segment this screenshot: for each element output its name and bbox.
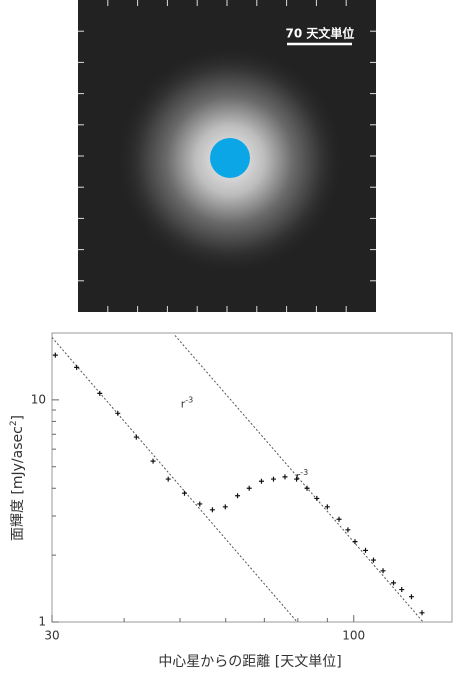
reference-label-base: r bbox=[181, 398, 186, 411]
data-point bbox=[270, 476, 276, 482]
data-point bbox=[304, 485, 310, 491]
data-point bbox=[133, 434, 139, 440]
y-label-end: ] bbox=[10, 415, 26, 420]
data-point bbox=[370, 557, 376, 563]
data-point bbox=[408, 594, 414, 600]
data-point bbox=[181, 490, 187, 496]
data-point bbox=[115, 410, 121, 416]
chart: 中心星からの距離 [天文単位] 面輝度 [mJy/asec2] 30 100 1 10… bbox=[9, 332, 453, 670]
data-point bbox=[336, 516, 342, 522]
data-point bbox=[197, 501, 203, 507]
y-axis-label: 面輝度 [mJy/asec2] bbox=[9, 415, 27, 541]
data-point bbox=[150, 458, 156, 464]
data-point bbox=[222, 504, 228, 510]
data-point bbox=[345, 527, 351, 533]
data-point bbox=[399, 587, 405, 593]
data-point bbox=[209, 507, 215, 513]
x-tick-label: 30 bbox=[44, 629, 59, 643]
reference-label: r-3 bbox=[181, 396, 194, 411]
data-point bbox=[258, 478, 264, 484]
occulted-star bbox=[210, 138, 250, 178]
data-point bbox=[74, 364, 80, 370]
reference-line bbox=[51, 337, 298, 623]
scale-bar-label: 70 天文単位 bbox=[286, 26, 355, 41]
plot-frame bbox=[51, 332, 453, 623]
data-point bbox=[352, 539, 358, 545]
image-ticks bbox=[78, 0, 376, 312]
y-label-main: 面輝度 [mJy/asec bbox=[10, 426, 26, 541]
x-tick-label: 100 bbox=[342, 629, 365, 643]
data-point bbox=[294, 476, 300, 482]
x-axis-label: 中心星からの距離 [天文単位] bbox=[158, 653, 341, 670]
data-point bbox=[324, 504, 330, 510]
reference-label-sup: -3 bbox=[185, 396, 193, 405]
reference-label-base: r bbox=[296, 470, 301, 483]
data-point bbox=[52, 352, 58, 358]
data-point bbox=[235, 493, 241, 499]
y-tick-label: 1 bbox=[38, 615, 46, 629]
data-point bbox=[165, 476, 171, 482]
data-point bbox=[380, 568, 386, 574]
reference-label-sup: -3 bbox=[300, 468, 308, 477]
data-point bbox=[362, 547, 368, 553]
astronomy-image: 70 天文単位 bbox=[78, 0, 376, 312]
data-point bbox=[419, 610, 425, 616]
y-tick-label: 10 bbox=[31, 392, 46, 406]
data-point bbox=[282, 474, 288, 480]
data-point bbox=[314, 495, 320, 501]
data-point bbox=[97, 390, 103, 396]
y-label-sup: 2 bbox=[9, 420, 19, 426]
data-point bbox=[246, 485, 252, 491]
data-point bbox=[391, 580, 397, 586]
reference-label: r-3 bbox=[296, 468, 309, 483]
